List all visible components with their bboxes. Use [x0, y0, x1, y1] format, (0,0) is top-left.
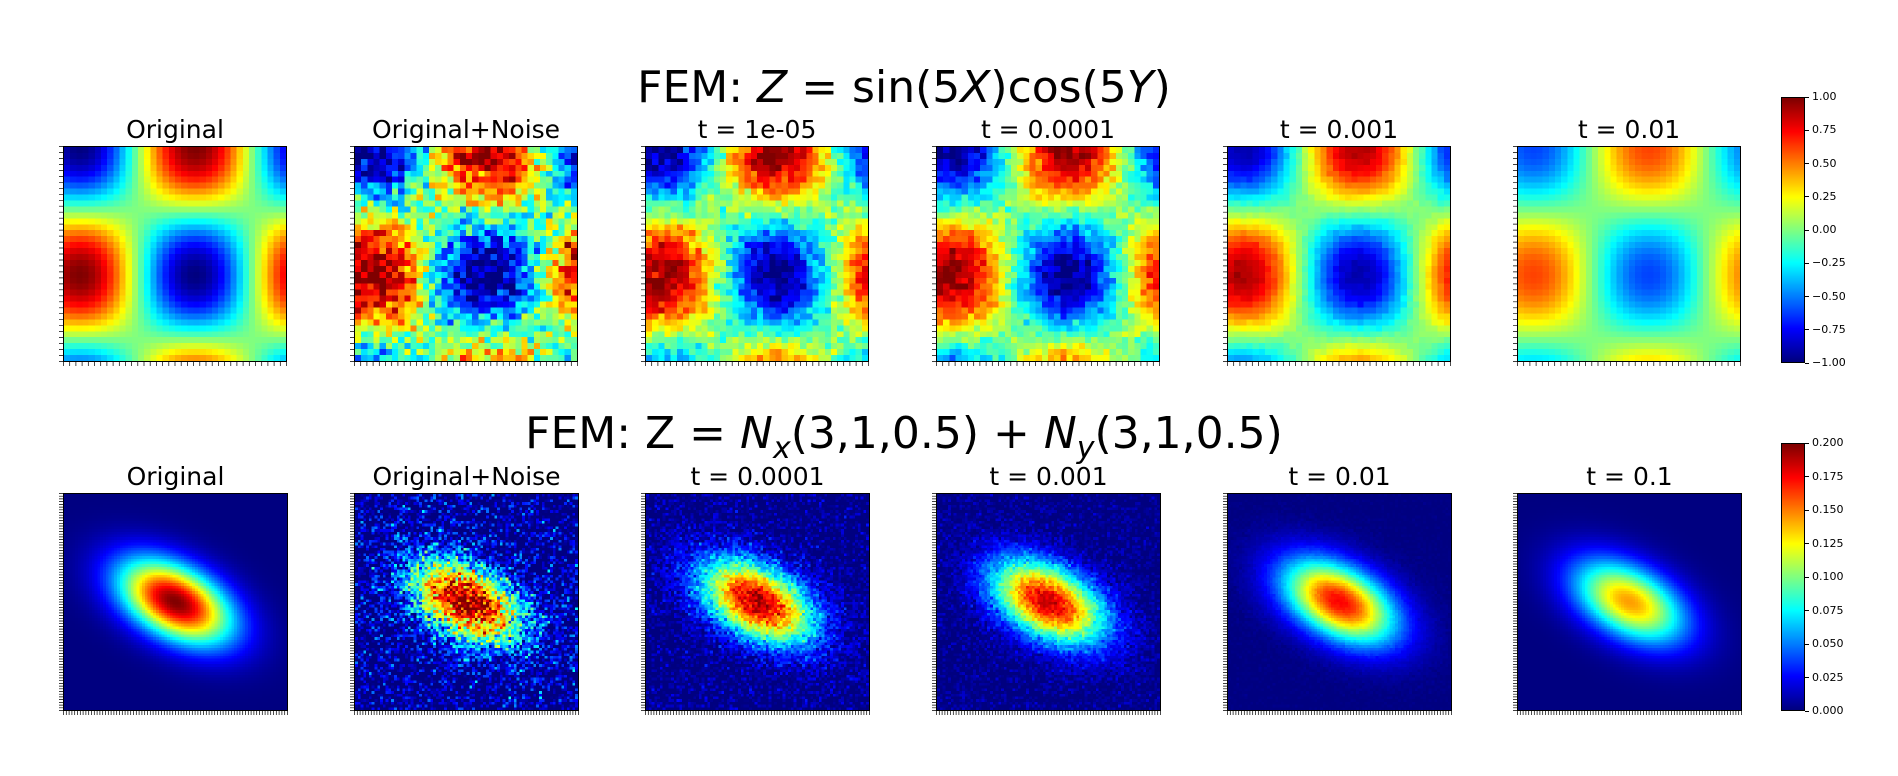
y-tick-marks: [59, 146, 63, 362]
heatmap-panel-r2-c6: t = 0.1: [1513, 462, 1742, 715]
colorbar-tick-label: 0.000: [1805, 704, 1844, 717]
y-tick-marks: [641, 493, 645, 711]
row2-title-n2: N: [1043, 408, 1077, 459]
colorbar-tick-label: −0.25: [1805, 256, 1846, 270]
panel-title: t = 0.01: [1577, 115, 1681, 144]
y-tick-marks: [932, 146, 936, 362]
colorbar-r2: [1781, 443, 1805, 711]
row1-title-eq: = sin(5: [787, 62, 961, 113]
colorbar-tick-label: 0.00: [1805, 223, 1837, 236]
heatmap-image: [645, 146, 869, 362]
heatmap-panel-r1-c1: Original: [59, 115, 287, 366]
y-tick-marks: [350, 146, 354, 362]
y-tick-marks: [1223, 146, 1227, 362]
panel-title: t = 0.1: [1586, 462, 1673, 491]
x-tick-marks: [63, 362, 287, 366]
panel-title: t = 0.0001: [690, 462, 825, 491]
y-tick-marks: [59, 493, 63, 711]
colorbar-tick-label: 0.75: [1805, 123, 1837, 137]
x-tick-marks: [1517, 711, 1742, 715]
y-tick-marks: [932, 493, 936, 711]
x-tick-marks: [1517, 362, 1741, 366]
x-tick-marks: [354, 711, 579, 715]
colorbar-tick-label: −0.75: [1805, 322, 1846, 336]
y-tick-marks: [350, 493, 354, 711]
heatmap-image: [63, 493, 288, 711]
x-tick-marks: [1227, 362, 1451, 366]
heatmap-panel-r2-c3: t = 0.0001: [641, 462, 870, 715]
x-tick-marks: [936, 362, 1160, 366]
colorbar-tick-label: 0.125: [1805, 536, 1844, 550]
heatmap-panel-r2-c1: Original: [59, 462, 288, 715]
row2-title-sub2: y: [1076, 430, 1095, 466]
heatmap-panel-r2-c4: t = 0.001: [932, 462, 1161, 715]
row2-title-prefix: FEM: Z =: [525, 408, 741, 459]
heatmap-panel-r2-c5: t = 0.01: [1223, 462, 1452, 715]
panel-title: Original: [126, 115, 224, 144]
heatmap-image: [354, 493, 579, 711]
y-tick-marks: [1513, 146, 1517, 362]
colorbar-tick-label: −0.50: [1805, 289, 1846, 303]
x-tick-marks: [354, 362, 578, 366]
heatmap-image: [645, 493, 870, 711]
panel-title: Original+Noise: [371, 115, 561, 144]
colorbar-tick-label: 0.200: [1805, 436, 1844, 449]
colorbar-tick-label: 0.050: [1805, 637, 1844, 650]
heatmap-image: [1227, 146, 1451, 362]
heatmap-panel-r1-c2: Original+Noise: [350, 115, 578, 366]
row1-title-mid: )cos(5: [990, 62, 1127, 113]
panel-title: t = 0.001: [989, 462, 1108, 491]
x-tick-marks: [645, 711, 870, 715]
heatmap-panel-r2-c2: Original+Noise: [350, 462, 579, 715]
heatmap-panel-r1-c3: t = 1e-05: [641, 115, 869, 366]
row1-title-x: X: [960, 62, 991, 113]
colorbar-tick-label: 1.00: [1805, 90, 1837, 103]
colorbar-tick-label: 0.150: [1805, 503, 1844, 516]
heatmap-image: [354, 146, 578, 362]
heatmap-panel-r1-c6: t = 0.01: [1513, 115, 1741, 366]
colorbar-r1: [1781, 97, 1805, 363]
y-tick-marks: [1223, 493, 1227, 711]
heatmap-image: [936, 493, 1161, 711]
x-tick-marks: [645, 362, 869, 366]
row2-title-sub1: x: [772, 430, 791, 466]
panel-title: t = 0.0001: [980, 115, 1116, 144]
row2-title-args1: (3,1,0.5) +: [790, 408, 1044, 459]
heatmap-image: [63, 146, 287, 362]
heatmap-panel-r1-c5: t = 0.001: [1223, 115, 1451, 366]
panel-title: Original: [126, 462, 225, 491]
colorbar-tick-label: 0.25: [1805, 189, 1837, 203]
x-tick-marks: [1227, 711, 1452, 715]
row1-title-end: ): [1153, 62, 1171, 113]
row1-title-prefix: FEM:: [637, 62, 758, 113]
colorbar-tick-label: 0.50: [1805, 156, 1837, 170]
colorbar-tick-label: −1.00: [1805, 356, 1846, 369]
row1-title: FEM: Z = sin(5X)cos(5Y): [0, 62, 1808, 113]
row1-title-y: Y: [1126, 62, 1154, 113]
heatmap-image: [1517, 146, 1741, 362]
row2-title-args2: (3,1,0.5): [1094, 408, 1283, 459]
colorbar-tick-label: 0.100: [1805, 570, 1844, 583]
heatmap-image: [936, 146, 1160, 362]
row2-title: FEM: Z = Nx(3,1,0.5) + Ny(3,1,0.5): [0, 408, 1808, 466]
y-tick-marks: [1513, 493, 1517, 711]
y-tick-marks: [641, 146, 645, 362]
colorbar-tick-label: 0.075: [1805, 603, 1844, 617]
colorbar-tick-label: 0.175: [1805, 469, 1844, 483]
heatmap-panel-r1-c4: t = 0.0001: [932, 115, 1160, 366]
x-tick-marks: [63, 711, 288, 715]
row1-title-var: Z: [757, 62, 788, 113]
panel-title: t = 1e-05: [697, 115, 817, 144]
heatmap-image: [1517, 493, 1742, 711]
x-tick-marks: [936, 711, 1161, 715]
colorbar-tick-label: 0.025: [1805, 670, 1844, 684]
heatmap-image: [1227, 493, 1452, 711]
panel-title: Original+Noise: [372, 462, 561, 491]
panel-title: t = 0.001: [1279, 115, 1399, 144]
row2-title-n1: N: [740, 408, 773, 459]
panel-title: t = 0.01: [1288, 462, 1391, 491]
